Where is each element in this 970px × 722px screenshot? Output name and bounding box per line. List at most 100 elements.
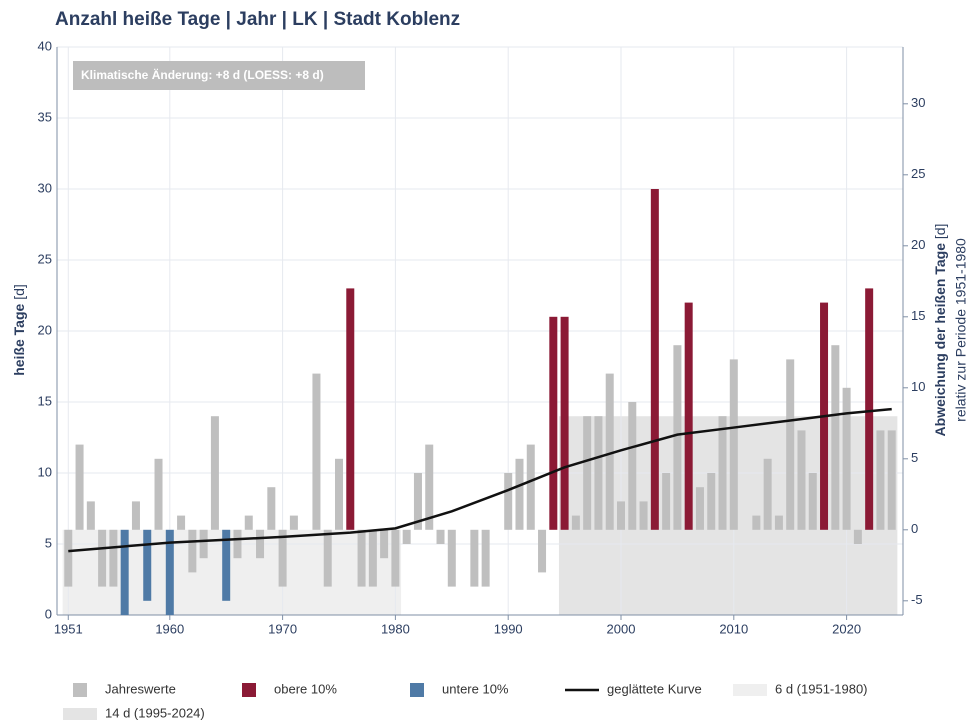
bar bbox=[447, 529, 456, 587]
chart-title: Anzahl heiße Tage | Jahr | LK | Stadt Ko… bbox=[55, 9, 460, 30]
bar bbox=[177, 515, 186, 530]
bar bbox=[560, 316, 569, 530]
bar bbox=[865, 288, 874, 530]
bar bbox=[605, 373, 614, 530]
bar bbox=[571, 515, 580, 530]
bar bbox=[98, 529, 107, 587]
y2-axis-title: Abweichung der heißen Tage [d] bbox=[932, 224, 948, 437]
bar bbox=[346, 288, 355, 530]
legend-swatch bbox=[733, 684, 767, 696]
bar bbox=[650, 189, 659, 530]
y2-tick-label: 20 bbox=[911, 237, 925, 252]
bar bbox=[808, 473, 817, 530]
bar bbox=[684, 302, 693, 530]
annotation-box bbox=[73, 61, 365, 90]
y2-axis-unit: [d] bbox=[932, 224, 948, 240]
legend-swatch bbox=[63, 708, 97, 720]
x-tick-label: 1990 bbox=[494, 621, 523, 636]
bar bbox=[470, 529, 479, 587]
y-tick-label: 5 bbox=[45, 535, 52, 550]
y2-tick-label: 15 bbox=[911, 308, 925, 323]
bar bbox=[526, 444, 535, 530]
bar bbox=[154, 458, 163, 530]
bar bbox=[402, 529, 411, 544]
bar bbox=[278, 529, 287, 587]
y-axis-label: heiße Tage bbox=[11, 303, 27, 375]
y-tick-label: 40 bbox=[38, 38, 52, 53]
bar bbox=[662, 473, 671, 530]
y2-tick-label: 10 bbox=[911, 379, 925, 394]
bar bbox=[695, 487, 704, 530]
y2-axis-label: Abweichung der heißen Tage bbox=[932, 243, 948, 437]
legend-swatch bbox=[73, 683, 87, 697]
y-tick-label: 20 bbox=[38, 322, 52, 337]
x-tick-label: 1960 bbox=[155, 621, 184, 636]
bar bbox=[75, 444, 84, 530]
legend-label: untere 10% bbox=[442, 681, 509, 696]
bar bbox=[583, 416, 592, 530]
bar bbox=[707, 473, 716, 530]
bar bbox=[64, 529, 73, 587]
bar bbox=[729, 359, 738, 530]
y-axis-unit: [d] bbox=[11, 284, 27, 300]
smooth-line bbox=[68, 407, 892, 553]
legend-label: geglättete Kurve bbox=[607, 681, 702, 696]
y-tick-label: 10 bbox=[38, 464, 52, 479]
bar bbox=[786, 359, 795, 530]
bar bbox=[774, 515, 783, 530]
bar bbox=[673, 345, 682, 530]
y2-tick-label: 30 bbox=[911, 95, 925, 110]
bar bbox=[842, 387, 851, 530]
x-tick-label: 2010 bbox=[719, 621, 748, 636]
bar bbox=[481, 529, 490, 587]
bar bbox=[617, 501, 625, 530]
bar bbox=[312, 373, 321, 530]
y-tick-label: 25 bbox=[38, 251, 52, 266]
legend-swatch bbox=[242, 683, 256, 697]
bar bbox=[628, 402, 637, 530]
reference-band bbox=[558, 416, 898, 615]
legend-label: 14 d (1995-2024) bbox=[105, 705, 205, 720]
bar bbox=[244, 515, 253, 530]
bar bbox=[131, 501, 140, 530]
legend-label: Jahreswerte bbox=[105, 681, 176, 696]
bar bbox=[289, 515, 298, 530]
bar bbox=[763, 458, 772, 530]
bar bbox=[887, 430, 896, 530]
bar bbox=[357, 529, 366, 587]
bar bbox=[120, 529, 129, 615]
legend-label: obere 10% bbox=[274, 681, 337, 696]
y-tick-label: 30 bbox=[38, 180, 52, 195]
x-tick-label: 1951 bbox=[54, 621, 83, 636]
bar bbox=[210, 416, 219, 530]
annotation: Klimatische Änderung: +8 d (LOESS: +8 d) bbox=[73, 61, 365, 90]
x-tick-label: 2000 bbox=[607, 621, 636, 636]
legend: Jahreswerte obere 10% untere 10% geglättete… bbox=[63, 681, 868, 720]
annotation-text: Klimatische Änderung: +8 d (LOESS: +8 d) bbox=[81, 67, 324, 82]
bar bbox=[143, 529, 152, 601]
bar bbox=[86, 501, 95, 530]
bar bbox=[233, 529, 242, 559]
y2-tick-label: -5 bbox=[911, 592, 923, 607]
y-axis-title: heiße Tage [d] bbox=[11, 284, 27, 376]
bar bbox=[538, 529, 547, 573]
bar bbox=[752, 515, 761, 530]
bar bbox=[380, 529, 389, 559]
bar bbox=[853, 529, 862, 544]
bar bbox=[222, 529, 231, 601]
bar bbox=[391, 529, 400, 587]
bar bbox=[515, 458, 524, 530]
bar bbox=[368, 529, 377, 587]
bar bbox=[425, 444, 434, 530]
y-tick-label: 35 bbox=[38, 109, 52, 124]
bar bbox=[267, 487, 276, 530]
y2-axis-sublabel: relativ zur Periode 1951-1980 bbox=[953, 238, 969, 422]
bar bbox=[549, 316, 558, 530]
bar bbox=[504, 473, 513, 530]
y2-tick-label: 25 bbox=[911, 166, 925, 181]
y2-tick-label: 5 bbox=[911, 450, 918, 465]
bar bbox=[594, 416, 603, 530]
x-tick-label: 2020 bbox=[832, 621, 861, 636]
y-tick-label: 15 bbox=[38, 393, 52, 408]
